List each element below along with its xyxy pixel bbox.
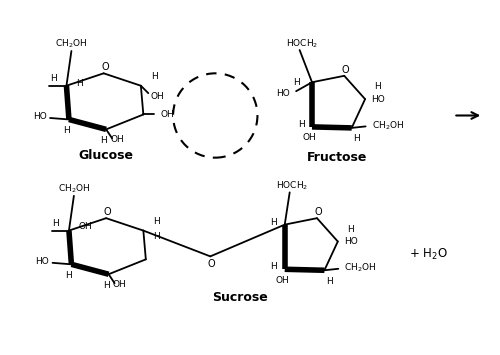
Text: HOCH$_2$: HOCH$_2$ [276, 180, 308, 192]
Text: HOCH$_2$: HOCH$_2$ [286, 37, 318, 50]
Text: Fructose: Fructose [306, 151, 367, 164]
Text: OH: OH [302, 133, 316, 142]
Text: H: H [354, 134, 360, 143]
Text: H: H [100, 136, 107, 145]
Text: H: H [346, 225, 354, 234]
Text: H: H [293, 78, 300, 87]
Text: H: H [270, 262, 278, 271]
Text: O: O [102, 62, 109, 72]
Text: H: H [154, 232, 160, 241]
Text: H: H [326, 277, 332, 286]
Text: Glucose: Glucose [78, 149, 134, 162]
Text: CH$_2$OH: CH$_2$OH [344, 262, 376, 274]
Text: + H$_2$O: + H$_2$O [408, 247, 448, 262]
Text: H: H [63, 126, 70, 135]
Text: HO: HO [344, 237, 358, 246]
Text: O: O [342, 65, 349, 75]
Text: O: O [104, 207, 112, 217]
Text: OH: OH [276, 276, 289, 285]
Text: H: H [76, 79, 83, 88]
Text: H: H [50, 74, 56, 83]
Text: H: H [52, 219, 59, 228]
Text: HO: HO [36, 257, 49, 266]
Text: OH: OH [110, 135, 124, 144]
Text: O: O [314, 207, 322, 217]
Text: OH: OH [151, 92, 164, 101]
Text: H: H [374, 82, 381, 91]
Text: H: H [270, 218, 278, 226]
Text: H: H [154, 217, 160, 226]
Text: HO: HO [276, 89, 289, 98]
Text: H: H [298, 120, 304, 129]
Text: HO: HO [33, 113, 46, 121]
Text: O: O [208, 259, 215, 269]
Text: HO: HO [371, 95, 385, 104]
Text: CH$_2$OH: CH$_2$OH [372, 119, 404, 132]
Text: Sucrose: Sucrose [212, 291, 268, 304]
Text: OH: OH [160, 110, 174, 119]
Text: H: H [151, 72, 158, 81]
Text: OH: OH [112, 280, 126, 289]
Text: H: H [103, 281, 110, 290]
Text: H: H [66, 271, 72, 280]
Text: CH$_2$OH: CH$_2$OH [58, 183, 90, 195]
Text: OH: OH [79, 222, 92, 231]
Text: CH$_2$OH: CH$_2$OH [55, 38, 88, 50]
